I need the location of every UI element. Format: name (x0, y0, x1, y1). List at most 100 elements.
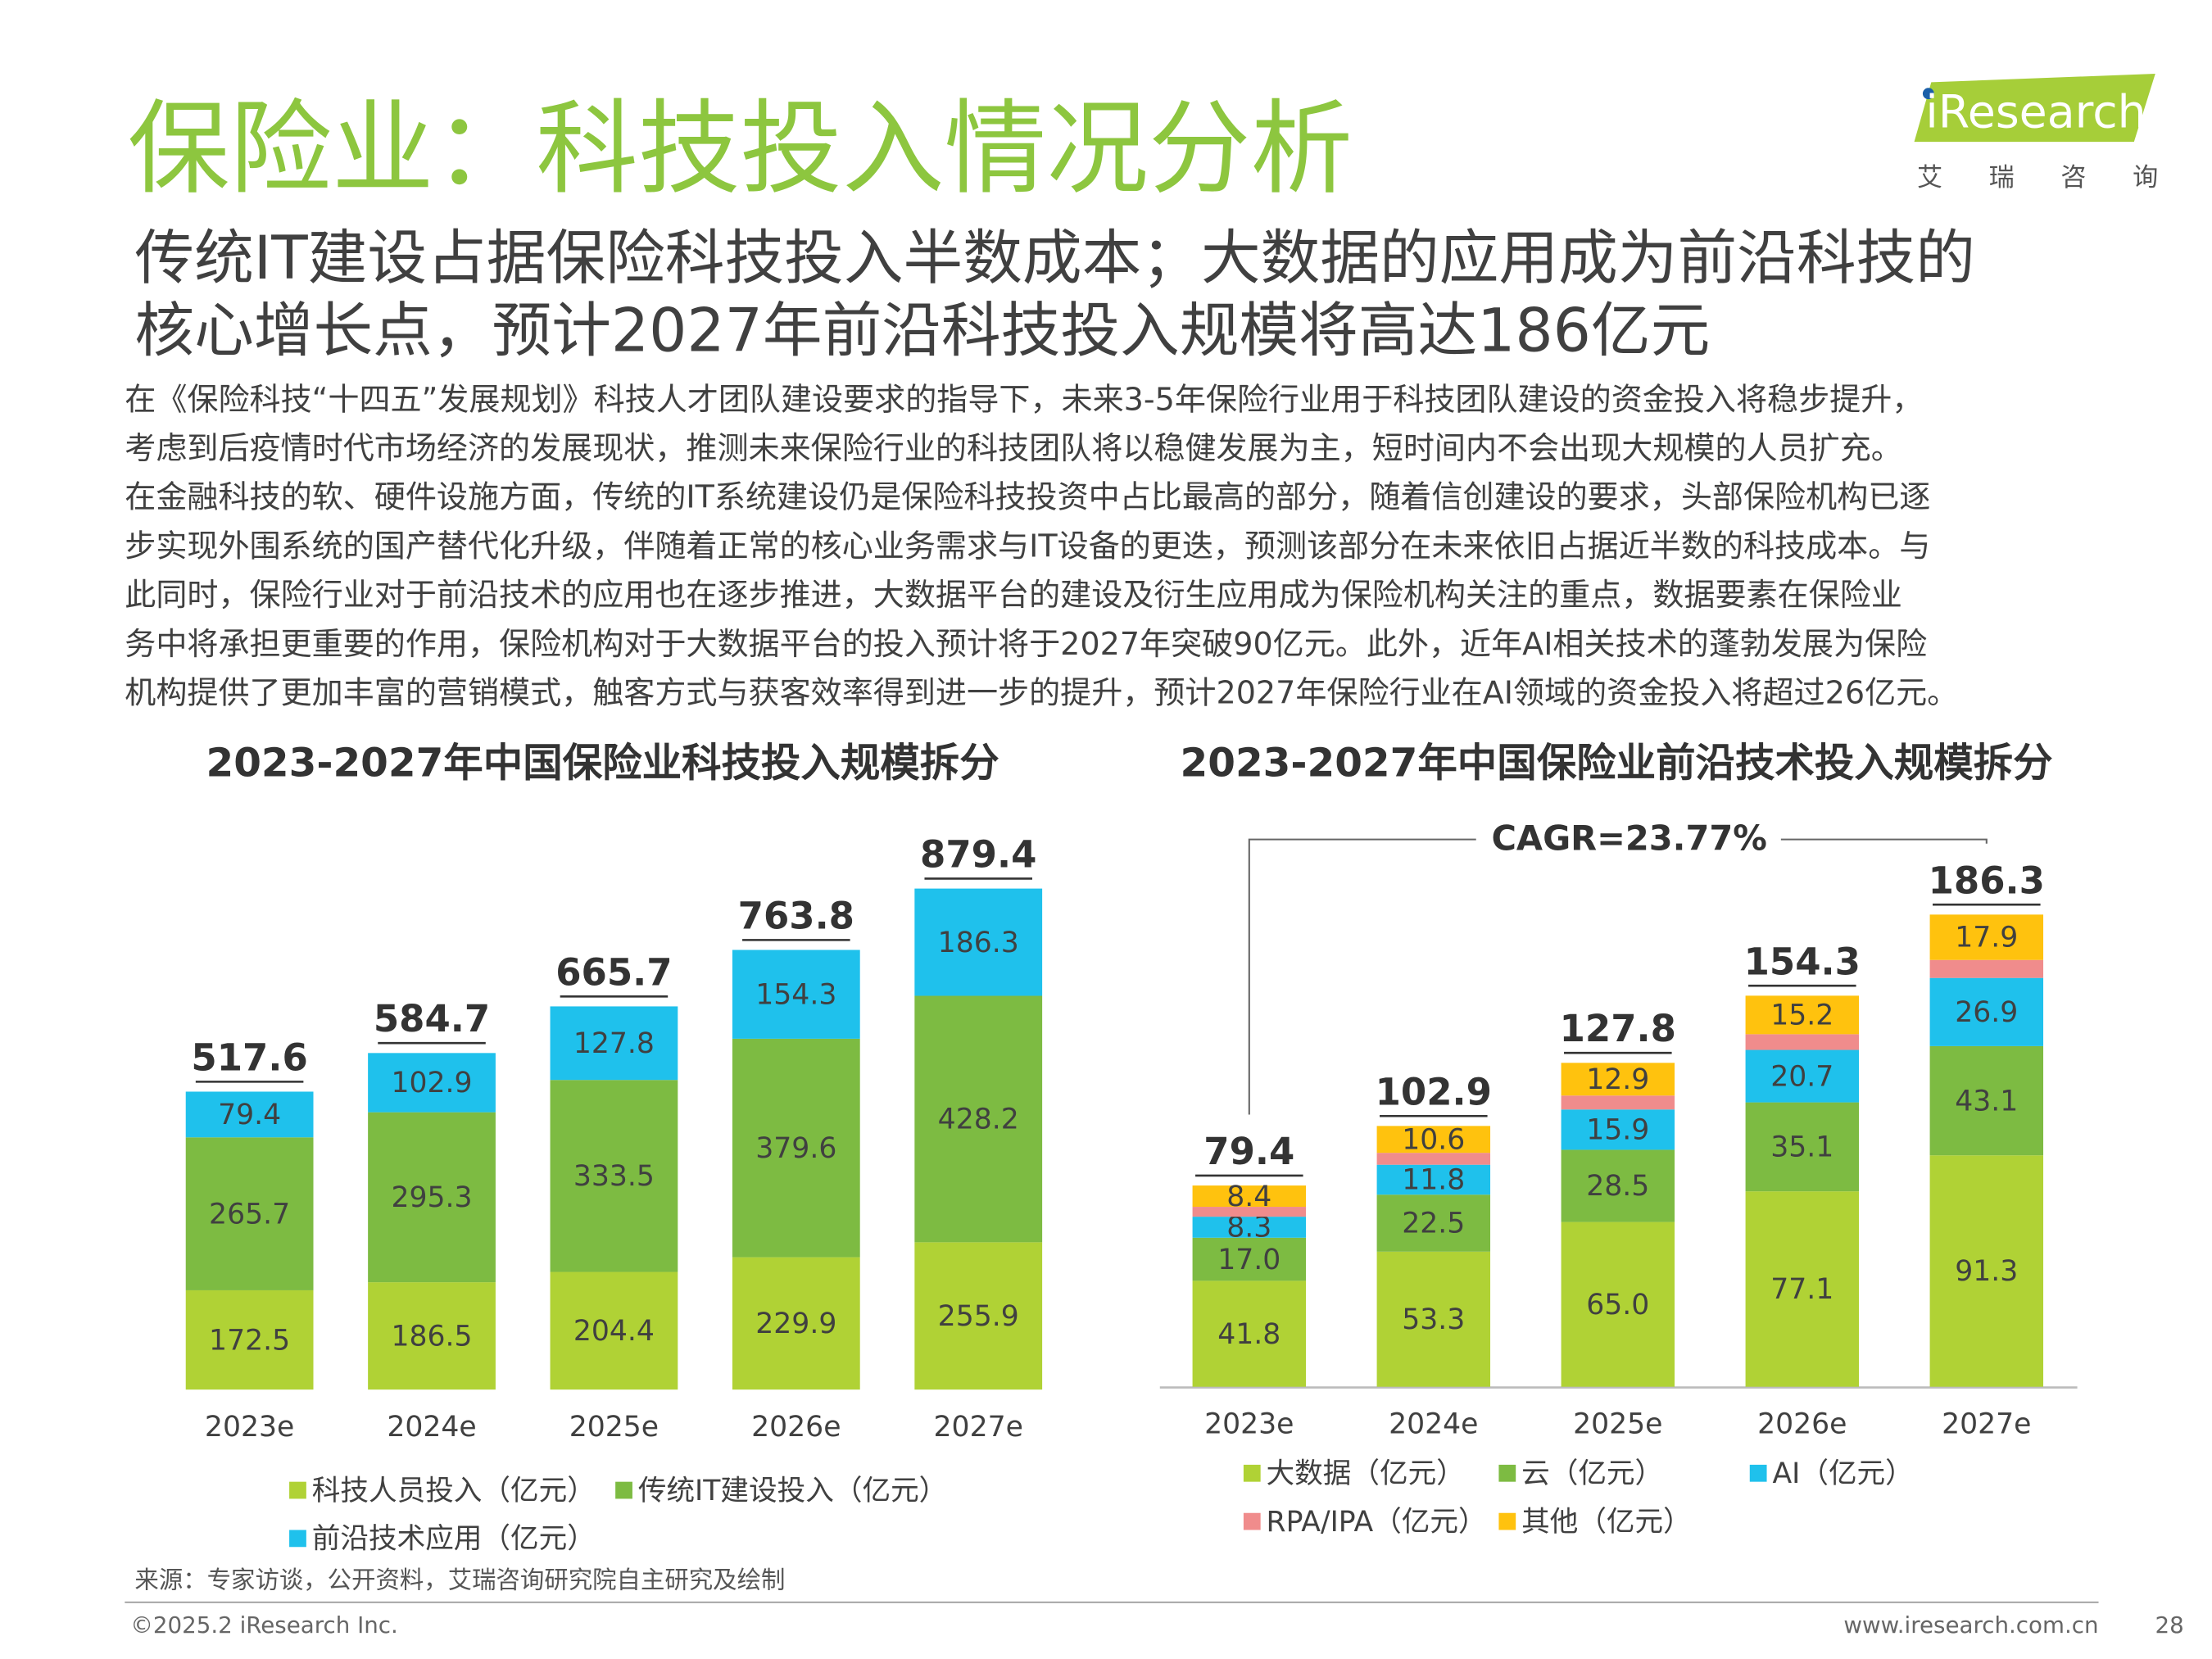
bar-segment (1192, 1185, 1307, 1208)
body-line: 考虑到后疫情时代市场经济的发展现状，推测未来保险行业的科技团队将以稳健发展为主，… (125, 430, 1902, 466)
chart-title: 2023-2027年中国保险业科技投入规模拆分 (206, 741, 999, 786)
bar-segment (1929, 977, 2044, 1046)
data-label: 41.8 (1217, 1318, 1281, 1351)
legend-swatch (1749, 1464, 1767, 1482)
data-label: 127.8 (573, 1027, 655, 1060)
cagr-bracket (1780, 838, 1988, 844)
data-label: 15.9 (1586, 1114, 1649, 1147)
chart-title: 2023-2027年中国保险业前沿技术投入规模拆分 (1181, 741, 2053, 786)
legend-swatch (1243, 1512, 1261, 1530)
body-line: 在金融科技的软、硬件设施方面，传统的IT系统建设仍是保险科技投资中占比最高的部分… (125, 479, 1930, 515)
bar-segment (1929, 1155, 2044, 1387)
data-label: 65.0 (1586, 1289, 1649, 1321)
data-label: 53.3 (1402, 1303, 1465, 1336)
legend-label: 传统IT建设投入（亿元） (638, 1475, 947, 1507)
source: 来源：专家访谈，公开资料，艾瑞咨询研究院自主研究及绘制 (134, 1566, 785, 1593)
x-tick-label: 2024e (387, 1411, 476, 1444)
body-line: 在《保险科技“十四五”发展规划》科技人才团队建设要求的指导下，未来3-5年保险行… (125, 381, 1923, 417)
body-text: 在《保险科技“十四五”发展规划》科技人才团队建设要求的指导下，未来3-5年保险行… (125, 381, 1958, 710)
data-label: 20.7 (1770, 1060, 1834, 1093)
logo-sub: 艾 瑞 咨 询 (1917, 163, 2158, 193)
legend-swatch (1498, 1512, 1516, 1530)
bar-segment (1376, 1194, 1491, 1252)
data-label: 17.0 (1217, 1244, 1281, 1276)
x-tick-label: 2025e (1573, 1407, 1662, 1440)
bar-segment (185, 1137, 314, 1290)
page-title: 保险业：科技投入情况分析 (128, 90, 1353, 209)
bar-segment (1376, 1164, 1491, 1195)
body-line: 此同时，保险行业对于前沿技术的应用也在逐步推进，大数据平台的建设及衍生应用成为保… (125, 577, 1902, 613)
data-label: 79.4 (218, 1099, 281, 1131)
bar-segment (1561, 1063, 1675, 1096)
data-label: 154.3 (755, 978, 836, 1011)
x-tick-label: 2025e (569, 1411, 659, 1444)
total-label: 763.8 (738, 894, 854, 937)
x-tick-label: 2023e (205, 1411, 294, 1444)
legend-swatch (289, 1530, 306, 1548)
bar-segment (1745, 1034, 1860, 1050)
legend-swatch (1498, 1464, 1516, 1482)
bar-segment (732, 1038, 860, 1258)
x-tick-label: 2023e (1204, 1407, 1294, 1440)
logo-badge (1914, 74, 2155, 143)
data-label: 172.5 (209, 1324, 290, 1357)
data-label: 204.4 (573, 1315, 655, 1348)
bar-segment (368, 1053, 496, 1113)
data-label: 229.9 (755, 1308, 836, 1340)
total-label: 79.4 (1203, 1130, 1294, 1173)
data-label: 22.5 (1402, 1208, 1465, 1240)
bar-segment (1745, 1102, 1860, 1192)
body-line: 步实现外围系统的国产替代化升级，伴随着正常的核心业务需求与IT设备的更迭，预测该… (125, 528, 1930, 564)
bar-segment (1745, 1049, 1860, 1103)
bar-segment (1192, 1217, 1307, 1238)
bar-segment (550, 1271, 678, 1390)
data-label: 77.1 (1770, 1273, 1834, 1306)
bar-segment (1376, 1153, 1491, 1165)
bar-segment (1929, 914, 2044, 960)
bar-segment (550, 1080, 678, 1272)
data-label: 91.3 (1955, 1255, 2018, 1288)
legend-label: 云（亿元） (1521, 1457, 1663, 1490)
legend-label: 大数据（亿元） (1267, 1457, 1465, 1490)
data-label: 12.9 (1586, 1063, 1649, 1096)
bar-segment (1929, 959, 2044, 978)
total-label: 102.9 (1376, 1070, 1492, 1113)
copyright: ©2025.2 iResearch Inc. (130, 1611, 398, 1639)
bar-segment (1929, 1045, 2044, 1156)
x-tick-label: 2026e (1757, 1407, 1847, 1440)
data-label: 15.2 (1770, 999, 1834, 1032)
bar-segment (914, 995, 1043, 1243)
total-label: 584.7 (374, 997, 490, 1040)
legend-label: 前沿技术应用（亿元） (312, 1523, 596, 1556)
bar-segment (1561, 1222, 1675, 1387)
total-label: 879.4 (920, 833, 1036, 877)
total-label: 127.8 (1560, 1007, 1676, 1050)
data-label: 26.9 (1955, 996, 2018, 1029)
legend-swatch (615, 1481, 632, 1499)
data-label: 8.3 (1226, 1212, 1271, 1244)
bar-segment (185, 1290, 314, 1390)
legend-label: RPA/IPA（亿元） (1267, 1506, 1487, 1539)
legend-label: 其他（亿元） (1521, 1506, 1692, 1539)
logo: iResearch (1925, 86, 2146, 138)
data-label: 43.1 (1955, 1085, 2018, 1117)
data-label: 186.5 (391, 1320, 472, 1353)
total-label: 186.3 (1929, 859, 2045, 902)
body-line: 务中将承担更重要的作用，保险机构对于大数据平台的投入预计将于2027年突破90亿… (125, 626, 1927, 662)
bar-segment (914, 888, 1043, 996)
legend-label: 科技人员投入（亿元） (312, 1475, 596, 1507)
page-number: 28 (2155, 1611, 2183, 1639)
logo-dot (1922, 88, 1934, 100)
data-label: 186.3 (938, 927, 1019, 959)
data-label: 8.4 (1226, 1181, 1271, 1213)
x-tick-label: 2027e (1942, 1407, 2031, 1440)
bar-segment (732, 950, 860, 1039)
annotation: CAGR=23.77% (1491, 818, 1766, 858)
data-label: 102.9 (391, 1067, 472, 1099)
bar-segment (1192, 1207, 1307, 1217)
x-tick-label: 2024e (1389, 1407, 1478, 1440)
data-label: 428.2 (938, 1104, 1019, 1136)
data-label: 11.8 (1402, 1164, 1465, 1197)
